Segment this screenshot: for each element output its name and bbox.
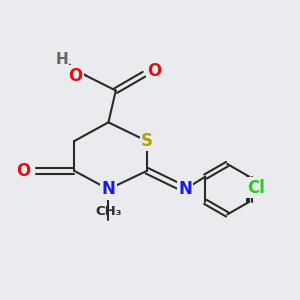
- Text: O: O: [147, 62, 162, 80]
- Text: Cl: Cl: [247, 178, 265, 196]
- Text: CH₃: CH₃: [95, 205, 122, 218]
- Text: O: O: [16, 162, 31, 180]
- Text: S: S: [141, 132, 153, 150]
- Text: O: O: [69, 67, 83, 85]
- Text: H: H: [55, 52, 68, 67]
- Text: N: N: [101, 180, 115, 198]
- Text: N: N: [178, 180, 192, 198]
